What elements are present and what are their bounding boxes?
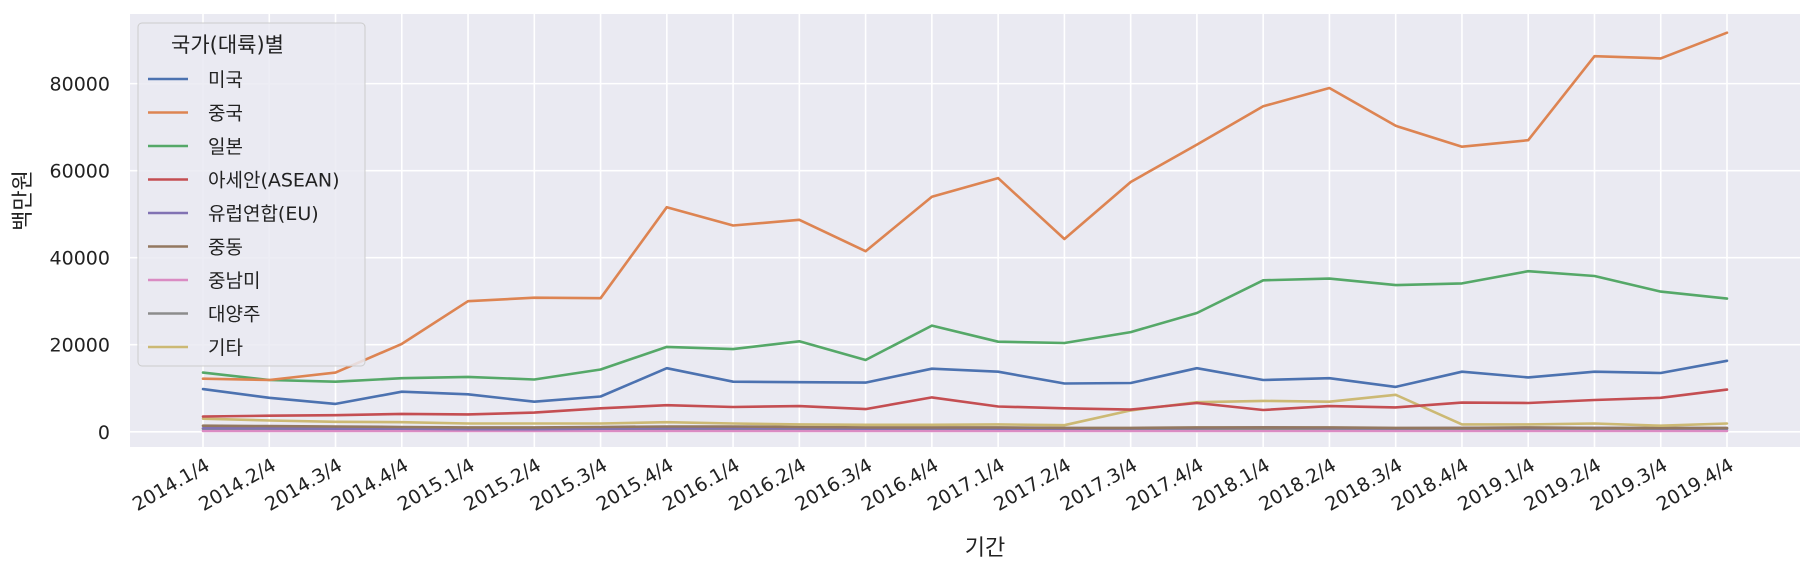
legend-entry: 중남미 (208, 270, 260, 292)
y-tick-label: 80000 (50, 74, 110, 96)
legend-entry: 일본 (208, 136, 243, 158)
legend-entry: 중동 (208, 237, 243, 259)
legend-entry: 미국 (208, 69, 243, 91)
series-line (201, 388, 1729, 418)
y-tick-label: 20000 (50, 335, 110, 357)
y-tick-label: 0 (98, 422, 110, 444)
y-tick-label: 40000 (50, 248, 110, 270)
series-line (201, 424, 1729, 430)
series-line (201, 359, 1729, 406)
legend-entry: 아세안(ASEAN) (208, 170, 340, 192)
x-tick-label: 2019.4/4 (1653, 454, 1738, 516)
x-axis-label: 기간 (965, 536, 1005, 561)
series-line (201, 31, 1729, 382)
legend-entry: 대양주 (208, 304, 260, 326)
y-tick-labels: 0 20000 40000 60000 80000 (50, 74, 110, 444)
legend-title: 국가(대륙)별 (171, 33, 284, 57)
legend-entry: 중국 (208, 103, 243, 125)
legend-entry: 유럽연합(EU) (208, 203, 319, 225)
y-axis-label: 백만원 (11, 170, 36, 231)
plot-area (130, 14, 1800, 447)
legend-box (137, 22, 366, 367)
series-lines (201, 31, 1729, 433)
series-line (201, 269, 1729, 384)
legend-entry: 기타 (208, 337, 243, 359)
series-line (201, 393, 1729, 428)
x-tick-labels: 2014.1/42014.2/42014.3/42014.4/42015.1/4… (129, 454, 1738, 516)
y-tick-label: 60000 (50, 161, 110, 183)
